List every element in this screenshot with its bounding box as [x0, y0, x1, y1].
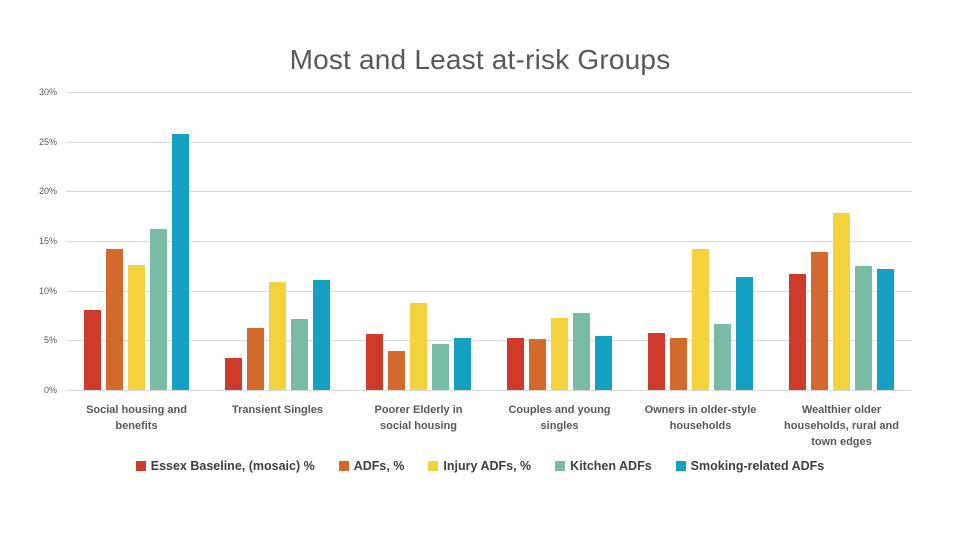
legend-label: ADFs, %: [353, 459, 405, 473]
category-label: Poorer Elderly in social housing: [374, 404, 463, 432]
legend-item: Injury ADFs, %: [428, 459, 531, 473]
bar: [128, 264, 145, 390]
legend-swatch-icon: [675, 461, 686, 471]
bar-group: [489, 92, 630, 390]
bar: [507, 338, 524, 390]
legend: Essex Baseline, (mosaic) % ADFs, % Injury …: [0, 459, 960, 473]
bar: [432, 344, 449, 390]
bar: [789, 273, 806, 390]
grid-line: [66, 191, 912, 193]
bar: [551, 318, 568, 390]
bar: [648, 333, 665, 390]
bar: [313, 279, 330, 390]
grid-line: [66, 92, 912, 93]
category-label: Owners in older-style households: [644, 404, 757, 432]
bar: [410, 302, 427, 390]
category-axis-labels: Social housing and benefits Transient Sin…: [66, 403, 912, 451]
bar: [692, 248, 709, 390]
legend-item: Essex Baseline, (mosaic) %: [135, 459, 315, 473]
bar-group: [207, 92, 348, 390]
bar-group: [630, 92, 771, 390]
bar: [833, 213, 850, 390]
category-label: Social housing and benefits: [86, 404, 187, 432]
y-tick-label: 15%: [38, 236, 57, 246]
legend-label: Kitchen ADFs: [570, 459, 652, 473]
category-label: Transient Singles: [231, 404, 324, 416]
bar: [269, 281, 286, 390]
legend-item: Kitchen ADFs: [555, 459, 652, 473]
legend-item: Smoking-related ADFs: [675, 459, 825, 473]
bar: [855, 265, 872, 390]
bar: [150, 229, 167, 390]
bar: [595, 336, 612, 390]
y-tick-label: 10%: [38, 285, 57, 296]
bar: [291, 319, 308, 390]
legend-label: Injury ADFs, %: [443, 459, 532, 473]
bar: [388, 351, 405, 390]
bar: [366, 334, 383, 390]
bar: [573, 312, 590, 390]
bar: [736, 276, 753, 390]
y-tick-label: 0%: [43, 385, 57, 395]
grid-line: [66, 241, 912, 242]
grid-line: [66, 141, 912, 143]
bar: [84, 309, 101, 390]
bar: [106, 248, 123, 390]
bar: [529, 339, 546, 390]
bar: [225, 358, 242, 390]
legend-swatch-icon: [428, 461, 439, 471]
grid-line: [66, 390, 912, 391]
bar-group: [348, 92, 489, 390]
bar: [247, 328, 264, 390]
plot-area: 30% 25% 20% 15% 10% 5% 0%: [39, 87, 912, 395]
bar: [811, 251, 828, 390]
category-label: Couples and young singles: [508, 404, 611, 432]
bar: [670, 338, 687, 390]
bar: [454, 338, 471, 390]
bar-groups: [66, 92, 912, 390]
legend-label: Essex Baseline, (mosaic) %: [150, 459, 315, 473]
legend-item: ADFs, %: [338, 459, 405, 473]
y-tick-label: 5%: [43, 335, 57, 346]
category-label: Wealthier older households, rural and to…: [784, 404, 899, 448]
chart-title: Most and Least at-risk Groups: [289, 44, 671, 75]
bar-group: [66, 92, 207, 390]
y-tick-label: 20%: [38, 186, 57, 197]
legend-swatch-icon: [338, 461, 349, 471]
bar: [172, 133, 189, 390]
legend-label: Smoking-related ADFs: [690, 459, 825, 473]
legend-swatch-icon: [135, 461, 146, 471]
bar: [877, 268, 894, 390]
y-tick-label: 25%: [38, 136, 57, 147]
bar: [714, 324, 731, 390]
legend-swatch-icon: [555, 461, 566, 471]
y-tick-label: 30%: [38, 87, 57, 97]
bar-group: [771, 92, 912, 390]
grid-line: [66, 290, 912, 292]
grid-line: [66, 340, 912, 342]
